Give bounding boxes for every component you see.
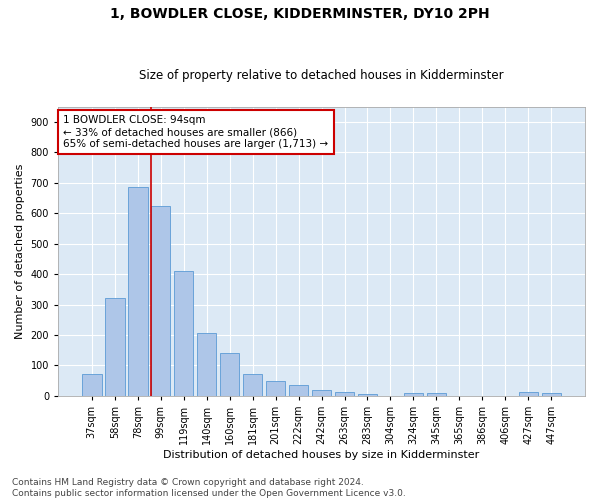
Bar bbox=[151, 206, 170, 396]
Bar bbox=[174, 271, 193, 396]
Bar bbox=[105, 298, 125, 396]
Text: Contains HM Land Registry data © Crown copyright and database right 2024.
Contai: Contains HM Land Registry data © Crown c… bbox=[12, 478, 406, 498]
Bar bbox=[518, 392, 538, 396]
Bar bbox=[82, 374, 101, 396]
Bar bbox=[289, 386, 308, 396]
Title: Size of property relative to detached houses in Kidderminster: Size of property relative to detached ho… bbox=[139, 69, 504, 82]
Text: 1, BOWDLER CLOSE, KIDDERMINSTER, DY10 2PH: 1, BOWDLER CLOSE, KIDDERMINSTER, DY10 2P… bbox=[110, 8, 490, 22]
Bar bbox=[542, 393, 561, 396]
Bar bbox=[128, 186, 148, 396]
Bar bbox=[335, 392, 354, 396]
Y-axis label: Number of detached properties: Number of detached properties bbox=[15, 164, 25, 339]
Text: 1 BOWDLER CLOSE: 94sqm
← 33% of detached houses are smaller (866)
65% of semi-de: 1 BOWDLER CLOSE: 94sqm ← 33% of detached… bbox=[64, 116, 328, 148]
X-axis label: Distribution of detached houses by size in Kidderminster: Distribution of detached houses by size … bbox=[163, 450, 479, 460]
Bar bbox=[266, 382, 286, 396]
Bar bbox=[404, 394, 423, 396]
Bar bbox=[243, 374, 262, 396]
Bar bbox=[358, 394, 377, 396]
Bar bbox=[220, 354, 239, 396]
Bar bbox=[197, 333, 217, 396]
Bar bbox=[312, 390, 331, 396]
Bar bbox=[427, 394, 446, 396]
